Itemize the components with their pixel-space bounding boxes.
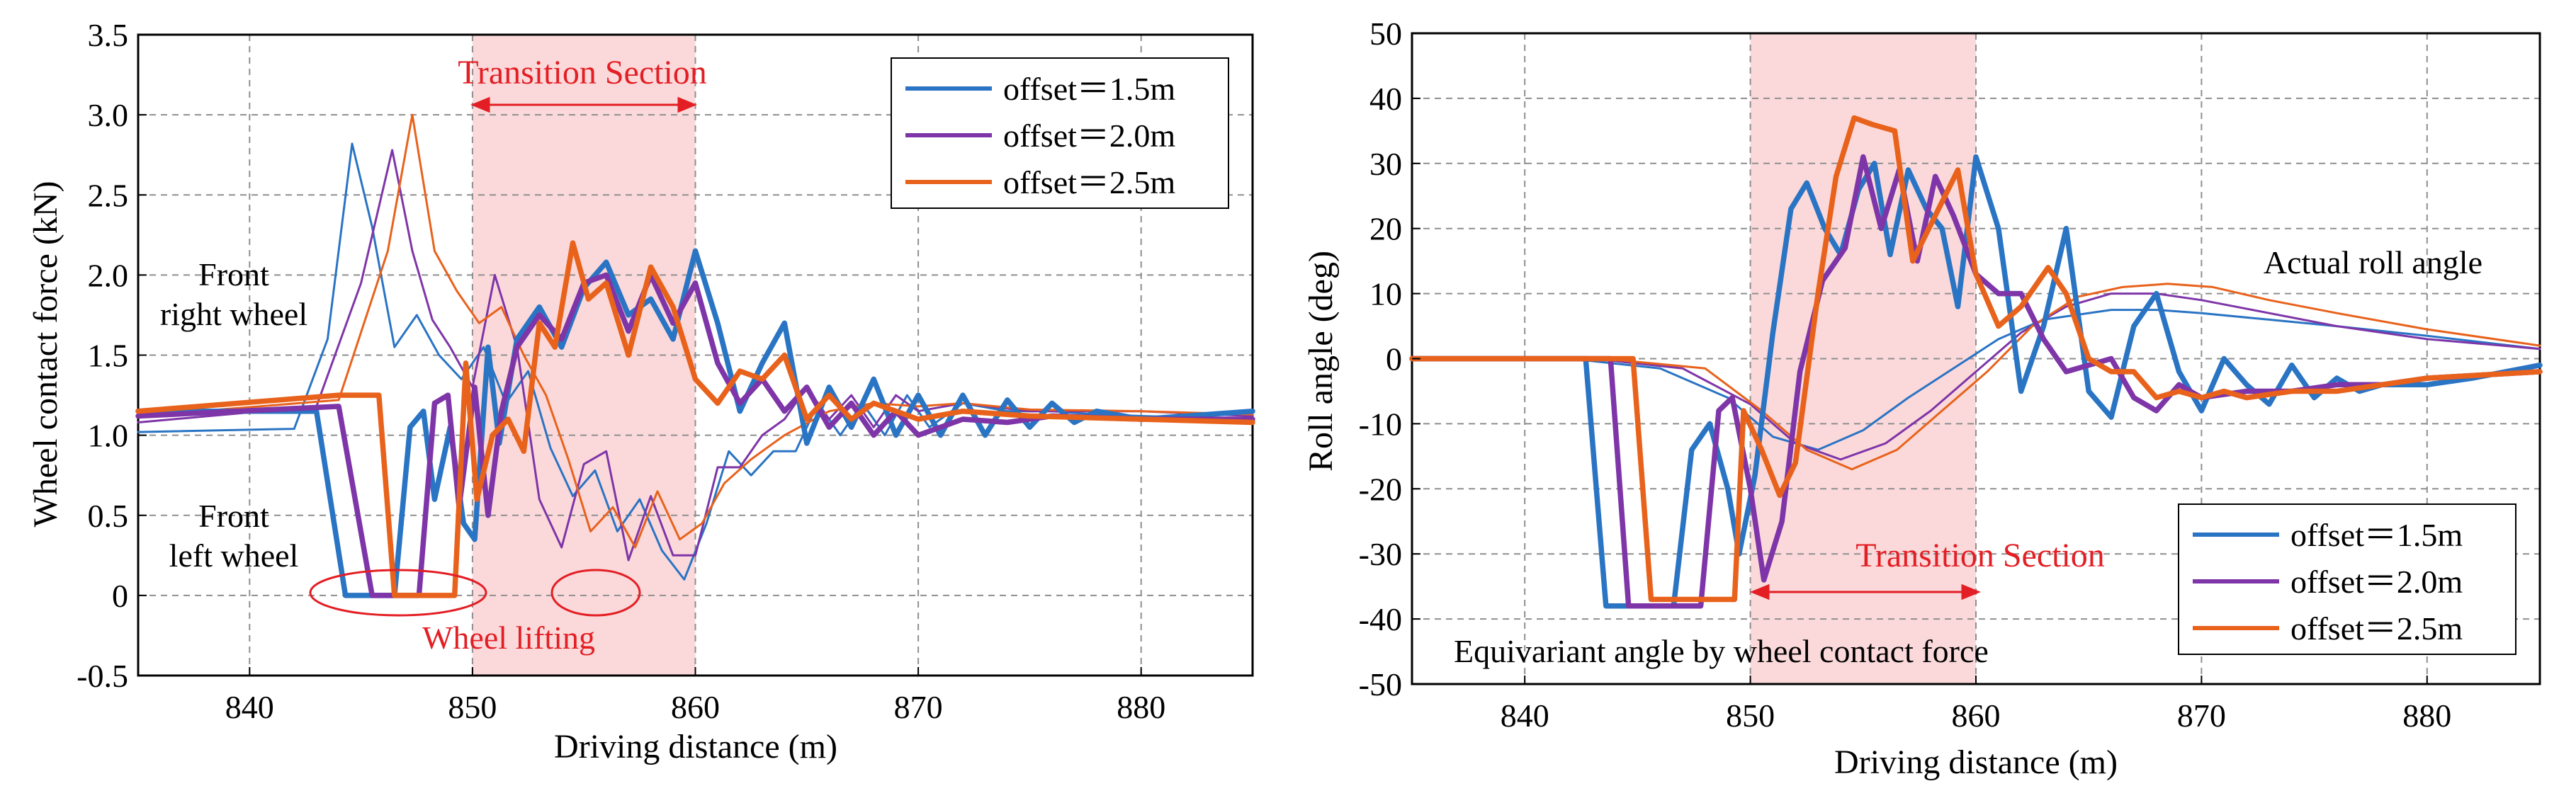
chart-left-legend-label-2: offset＝2.0m: [1003, 118, 1175, 154]
chart-left-x-tick-label: 840: [225, 689, 274, 725]
chart-left-y-tick-label: 3.0: [88, 97, 129, 133]
chart-left-left-wheel-label-line1: Front: [198, 498, 269, 534]
chart-left-x-tick-label: 870: [894, 689, 943, 725]
chart-left-transition-label: Transition Section: [458, 54, 707, 91]
chart-right-y-tick-label: -10: [1359, 406, 1402, 442]
chart-right-y-tick-label: 10: [1369, 276, 1402, 312]
chart-right-x-tick-label: 850: [1726, 697, 1775, 734]
chart-left-y-tick-label: 1.5: [88, 338, 129, 374]
chart-right-x-tick-label: 880: [2402, 697, 2451, 734]
chart-right-y-tick-label: 50: [1369, 16, 1402, 52]
chart-right-transition-band: [1750, 33, 1976, 684]
chart-right-y-tick-label: 40: [1369, 81, 1402, 117]
chart-right-transition-arrow: [1750, 583, 1981, 600]
chart-right-equivariant-label: Equivariant angle by wheel contact force: [1454, 633, 1989, 669]
chart-wheel-contact-force: 840 850 860 870 880 -0.5 0 0.5 1.0 1.5 2.0 2.5 3.0 3.…: [27, 17, 1255, 765]
chart-right-x-tick-label: 860: [1952, 697, 2001, 734]
chart-left-y-tick-label: 1.0: [88, 418, 129, 454]
chart-left-lifting-ellipse-1: [309, 569, 487, 617]
chart-right-y-tick-label: -50: [1359, 666, 1402, 702]
chart-left-y-tick-label: 2.0: [88, 257, 129, 293]
chart-right-y-tick-label: -30: [1359, 536, 1402, 572]
chart-left-lifting-ellipse-2: [550, 569, 641, 617]
chart-right-legend-label-2: offset＝2.0m: [2290, 564, 2463, 600]
chart-right-x-tick-label: 870: [2177, 697, 2226, 734]
chart-right-y-tick-label: -20: [1359, 471, 1402, 507]
chart-right-x-axis-label: Driving distance (m): [1834, 744, 2118, 781]
chart-left-legend-label-3: offset＝2.5m: [1003, 164, 1175, 200]
chart-right-actual-roll-label: Actual roll angle: [2264, 244, 2482, 280]
chart-roll-angle: 840 850 860 870 880 -50 -40 -30 -20 -10 0 10 20 30 40 5…: [1302, 16, 2543, 781]
chart-left-legend: offset＝1.5m offset＝2.0m offset＝2.5m: [891, 57, 1229, 209]
chart-right-series-thin-offset-2-5: [1411, 283, 2541, 471]
chart-right-x-tick-label: 840: [1501, 697, 1549, 734]
chart-left-legend-label-1: offset＝1.5m: [1003, 71, 1175, 107]
chart-left-x-tick-label: 850: [448, 689, 497, 725]
chart-right-series-thin-offset-2-0: [1411, 292, 2541, 461]
chart-right-y-tick-label: 20: [1369, 211, 1402, 247]
chart-right-y-tick-label: 30: [1369, 146, 1402, 182]
chart-left-y-tick-label: 3.5: [88, 17, 129, 53]
chart-left-right-wheel-label-line1: Front: [198, 256, 269, 292]
chart-left-series-thin-offset-2-0: [137, 149, 1254, 562]
chart-right-transition-label: Transition Section: [1855, 537, 2105, 574]
chart-left-x-axis-label: Driving distance (m): [554, 728, 837, 765]
chart-left-right-wheel-label-line2: right wheel: [160, 296, 307, 332]
chart-right-legend-label-1: offset＝1.5m: [2290, 517, 2463, 553]
chart-right-y-axis-label: Roll angle (deg): [1302, 251, 1340, 472]
chart-right-legend: offset＝1.5m offset＝2.0m offset＝2.5m: [2178, 503, 2516, 655]
chart-right-y-tick-label: 0: [1386, 341, 1402, 377]
chart-right-y-tick-label: -40: [1359, 601, 1402, 637]
chart-left-lifting-label: Wheel lifting: [422, 620, 595, 656]
chart-left-transition-arrow: [470, 96, 697, 113]
chart-left-y-tick-label: -0.5: [77, 658, 128, 694]
chart-left-x-tick-label: 880: [1117, 689, 1165, 725]
chart-left-y-tick-label: 0.5: [88, 498, 129, 534]
chart-left-y-tick-label: 0: [112, 578, 128, 614]
chart-left-x-tick-label: 860: [671, 689, 720, 725]
chart-left-series-thin-offset-2-5: [137, 113, 1254, 549]
chart-right-series-thin-offset-1-5: [1411, 309, 2541, 451]
chart-left-series-thick-offset-2-5: [135, 240, 1255, 598]
chart-left-y-axis-label: Wheel contact force (kN): [27, 181, 64, 527]
chart-left-left-wheel-label-line2: left wheel: [169, 537, 299, 574]
chart-right-legend-label-3: offset＝2.5m: [2290, 610, 2463, 647]
chart-left-y-tick-label: 2.5: [88, 177, 129, 213]
chart-left-series-thick-offset-2-0: [135, 272, 1255, 598]
chart-right-series-thick-offset-2-5: [1409, 115, 2543, 603]
